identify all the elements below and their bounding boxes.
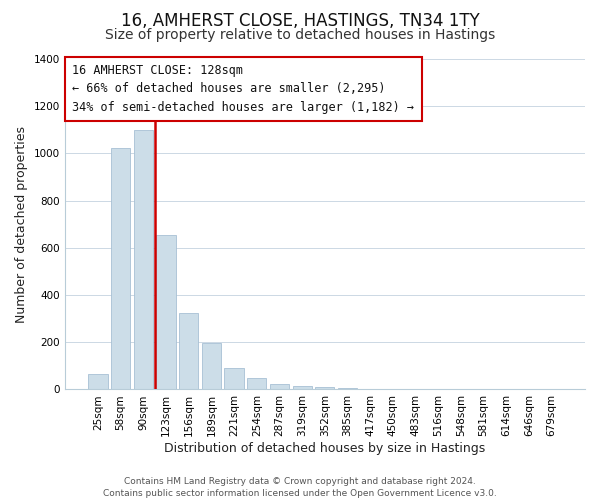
Bar — [157, 235, 176, 390]
Bar — [293, 386, 312, 390]
Bar — [270, 384, 289, 390]
Text: Size of property relative to detached houses in Hastings: Size of property relative to detached ho… — [105, 28, 495, 42]
Bar — [202, 344, 221, 390]
Text: 16, AMHERST CLOSE, HASTINGS, TN34 1TY: 16, AMHERST CLOSE, HASTINGS, TN34 1TY — [121, 12, 479, 30]
Bar — [88, 374, 107, 390]
Bar — [315, 387, 334, 390]
Text: 16 AMHERST CLOSE: 128sqm
← 66% of detached houses are smaller (2,295)
34% of sem: 16 AMHERST CLOSE: 128sqm ← 66% of detach… — [73, 64, 415, 114]
X-axis label: Distribution of detached houses by size in Hastings: Distribution of detached houses by size … — [164, 442, 485, 455]
Bar — [111, 148, 130, 390]
Text: Contains HM Land Registry data © Crown copyright and database right 2024.
Contai: Contains HM Land Registry data © Crown c… — [103, 476, 497, 498]
Bar — [338, 388, 357, 390]
Bar — [224, 368, 244, 390]
Bar — [247, 378, 266, 390]
Y-axis label: Number of detached properties: Number of detached properties — [15, 126, 28, 322]
Bar — [179, 312, 199, 390]
Bar — [134, 130, 153, 390]
